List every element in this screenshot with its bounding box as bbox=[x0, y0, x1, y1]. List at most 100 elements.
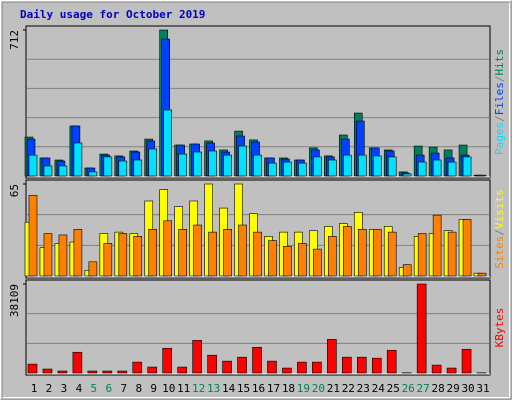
legend-separator: / bbox=[493, 76, 506, 83]
bar bbox=[283, 245, 292, 277]
legend-separator: / bbox=[493, 115, 506, 122]
bar bbox=[208, 231, 217, 277]
bar bbox=[43, 233, 53, 277]
x-tick-label: 29 bbox=[446, 382, 459, 395]
bar bbox=[447, 231, 457, 277]
legend-separator: / bbox=[493, 229, 506, 236]
bar bbox=[252, 346, 262, 374]
bar bbox=[372, 155, 382, 177]
x-tick-label: 10 bbox=[162, 382, 175, 395]
x-tick-label: 14 bbox=[222, 382, 236, 395]
x-tick-label: 19 bbox=[297, 382, 310, 395]
x-tick-label: 9 bbox=[150, 382, 157, 395]
bar bbox=[163, 220, 173, 277]
x-tick-label: 5 bbox=[91, 382, 98, 395]
bar bbox=[447, 161, 457, 177]
bar bbox=[102, 370, 113, 374]
bar bbox=[356, 356, 367, 374]
bar bbox=[57, 370, 68, 374]
x-tick-label: 3 bbox=[61, 382, 68, 395]
bar bbox=[312, 361, 322, 374]
bar bbox=[371, 357, 382, 374]
bar bbox=[357, 228, 367, 277]
y-tick-label: 65 bbox=[8, 184, 21, 197]
x-tick-label: 21 bbox=[327, 382, 340, 395]
bar bbox=[372, 228, 382, 277]
bar bbox=[431, 364, 442, 374]
bar bbox=[72, 351, 83, 374]
legend-entry: Files bbox=[493, 82, 506, 115]
x-tick-label: 11 bbox=[177, 382, 190, 395]
bar bbox=[432, 159, 442, 177]
bar bbox=[283, 161, 292, 177]
bar bbox=[178, 228, 187, 277]
bar bbox=[343, 154, 352, 177]
bar bbox=[432, 214, 442, 277]
x-tick-label: 15 bbox=[237, 382, 250, 395]
bar bbox=[477, 174, 487, 177]
bar bbox=[313, 156, 322, 177]
x-tick-label: 7 bbox=[120, 382, 127, 395]
bar bbox=[223, 228, 232, 277]
x-tick-label: 18 bbox=[282, 382, 295, 395]
bar bbox=[386, 349, 397, 374]
bar bbox=[298, 162, 307, 177]
x-tick-label: 28 bbox=[432, 382, 445, 395]
bar bbox=[417, 233, 427, 277]
bar bbox=[88, 261, 98, 277]
bar bbox=[73, 142, 83, 177]
legend: KBytes bbox=[493, 308, 506, 348]
x-tick-label: 13 bbox=[207, 382, 220, 395]
bar bbox=[118, 160, 128, 177]
bar bbox=[58, 234, 68, 277]
bar bbox=[28, 154, 38, 177]
x-tick-label: 22 bbox=[342, 382, 355, 395]
bar bbox=[298, 243, 307, 277]
legend: Pages/Files/Hits bbox=[493, 49, 506, 155]
y-tick-label: 712 bbox=[8, 30, 21, 50]
bar bbox=[103, 243, 113, 277]
bar bbox=[222, 360, 232, 374]
legend-entry: Pages bbox=[493, 122, 506, 155]
bar bbox=[402, 264, 412, 277]
legend: Sites/Visits bbox=[493, 189, 506, 269]
bar bbox=[133, 159, 143, 177]
bar bbox=[147, 366, 158, 374]
bar bbox=[462, 156, 472, 177]
x-tick-label: 31 bbox=[476, 382, 489, 395]
bar bbox=[387, 156, 397, 177]
bar bbox=[416, 283, 427, 374]
bar bbox=[87, 370, 98, 374]
bar bbox=[313, 248, 322, 277]
x-tick-label: 2 bbox=[46, 382, 53, 395]
bar bbox=[402, 173, 412, 177]
legend-entry: Hits bbox=[493, 49, 506, 76]
x-tick-label: 4 bbox=[76, 382, 83, 395]
bar bbox=[387, 231, 397, 277]
bar bbox=[267, 360, 277, 374]
x-tick-label: 16 bbox=[252, 382, 265, 395]
bar bbox=[327, 339, 337, 374]
x-tick-label: 12 bbox=[192, 382, 205, 395]
bar bbox=[73, 228, 83, 277]
bar bbox=[297, 361, 307, 374]
bar bbox=[357, 154, 367, 177]
bar bbox=[27, 363, 38, 374]
bar bbox=[43, 165, 53, 177]
bar bbox=[253, 154, 262, 177]
bar bbox=[193, 224, 202, 277]
x-tick-label: 24 bbox=[372, 382, 386, 395]
bar bbox=[148, 148, 158, 177]
bar bbox=[238, 224, 247, 277]
bar bbox=[461, 348, 472, 374]
x-tick-label: 27 bbox=[417, 382, 430, 395]
bar bbox=[237, 356, 247, 374]
x-tick-label: 8 bbox=[135, 382, 142, 395]
bar bbox=[282, 367, 292, 374]
bar bbox=[328, 236, 337, 277]
bar bbox=[193, 151, 202, 177]
x-tick-label: 23 bbox=[357, 382, 370, 395]
bar bbox=[417, 161, 427, 177]
bar bbox=[117, 370, 128, 374]
